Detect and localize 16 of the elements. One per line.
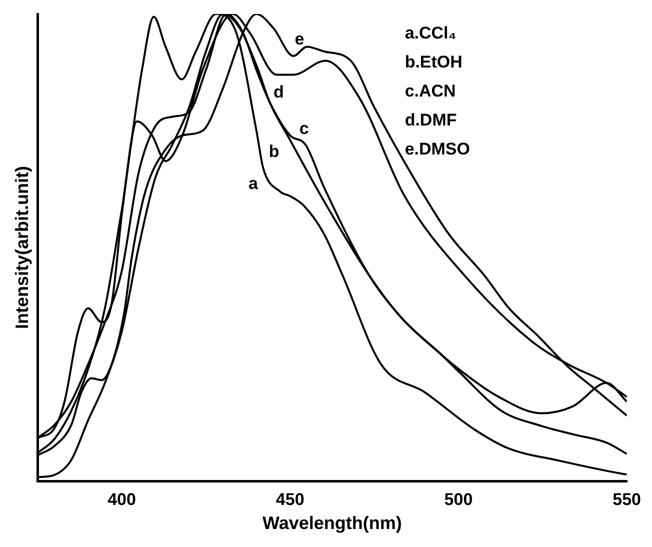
x-tick-label: 400 <box>108 490 136 509</box>
annotation: a.CCl₄ <box>404 24 456 43</box>
annotation: c.ACN <box>404 82 456 101</box>
series-label: d <box>273 82 284 102</box>
x-tick-label: 550 <box>612 490 642 509</box>
x-tick-label: 450 <box>276 490 304 509</box>
annotation: b.EtOH <box>404 52 462 72</box>
series-label: c <box>299 119 309 138</box>
y-axis-title: Intensity(arbit.unit) <box>12 166 32 329</box>
series-label: a <box>248 174 258 193</box>
x-axis-title: Wavelength(nm) <box>262 513 402 534</box>
annotation: e.DMSO <box>404 140 470 159</box>
annotation: d.DMF <box>404 110 457 130</box>
x-tick-label: 500 <box>444 490 473 509</box>
series-label: e <box>294 30 304 49</box>
series-label: b <box>268 142 280 161</box>
